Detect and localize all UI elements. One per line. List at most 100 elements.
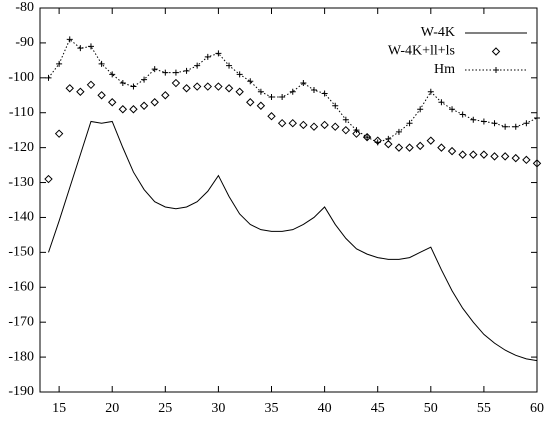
plus-marker (438, 99, 445, 106)
y-tick-label: -130 (8, 175, 34, 190)
plus-marker (385, 135, 392, 142)
diamond-marker (479, 150, 489, 159)
x-tick-label: 30 (211, 401, 225, 416)
x-tick-label: 50 (424, 401, 438, 416)
diamond-marker (437, 143, 446, 152)
plus-marker (417, 106, 424, 113)
diamond-marker (44, 174, 53, 184)
plus-marker (151, 66, 158, 73)
x-tick-label: 40 (318, 401, 332, 416)
plus-marker (491, 120, 498, 127)
plus-marker (257, 88, 264, 95)
diamond-marker (447, 146, 457, 156)
y-tick-label: -190 (8, 384, 34, 399)
plus-marker (194, 62, 201, 69)
y-tick-label: -140 (8, 210, 34, 225)
diamond-marker (384, 139, 393, 149)
diamond-marker (203, 82, 212, 91)
y-tick-label: -110 (9, 105, 34, 120)
diamond-marker (288, 118, 297, 128)
plus-marker (45, 74, 52, 81)
plus-marker (459, 111, 466, 118)
diamond-marker (214, 82, 223, 91)
diamond-marker (54, 129, 64, 138)
y-tick-label: -160 (8, 279, 34, 294)
plus-marker (172, 69, 179, 76)
diamond-marker (235, 87, 244, 96)
plus-marker (226, 62, 233, 69)
diamond-marker (139, 101, 149, 110)
y-tick-label: -80 (15, 0, 34, 15)
diamond-marker (246, 98, 255, 107)
plus-marker (279, 94, 286, 101)
plus-marker (395, 128, 402, 135)
plus-marker (215, 50, 222, 57)
plus-marker (427, 88, 434, 95)
plus-marker (534, 114, 540, 121)
x-tick-label: 45 (371, 401, 385, 416)
plus-marker (130, 83, 137, 90)
plot-frame (39, 7, 538, 393)
diamond-marker (171, 78, 181, 88)
diamond-marker (458, 150, 467, 159)
diamond-marker (309, 122, 319, 131)
diamond-marker (522, 155, 531, 165)
diamond-marker (224, 84, 234, 93)
plus-marker (56, 60, 63, 67)
y-tick-label: -90 (15, 35, 34, 50)
diamond-marker (192, 82, 202, 91)
plus-marker (502, 123, 509, 130)
plus-marker (470, 116, 477, 123)
plus-marker (332, 102, 339, 109)
x-tick-label: 55 (477, 401, 491, 416)
diamond-marker (76, 87, 85, 96)
diamond-marker (161, 91, 170, 100)
diamond-marker (511, 153, 520, 163)
plus-marker (512, 123, 519, 130)
plus-marker (353, 127, 360, 134)
plus-marker (204, 53, 211, 60)
diamond-marker (490, 152, 499, 161)
diamond-marker (97, 91, 106, 100)
diamond-marker (469, 150, 478, 159)
plus-marker (289, 88, 296, 95)
diamond-marker (405, 143, 414, 152)
diamond-marker (118, 105, 128, 114)
plus-marker (77, 45, 84, 52)
diamond-marker (65, 84, 74, 93)
diamond-marker (150, 98, 159, 107)
legend-label: W-4K+ll+ls (388, 44, 455, 59)
plus-marker (268, 94, 275, 101)
diamond-marker (182, 84, 191, 93)
plus-marker (364, 134, 371, 141)
plus-marker (374, 139, 381, 146)
y-tick-label: -170 (8, 314, 34, 329)
plus-marker (449, 106, 456, 113)
legend-label: Hm (434, 62, 455, 77)
plus-marker (406, 120, 413, 127)
x-tick-label: 15 (52, 401, 66, 416)
diamond-marker (86, 80, 96, 90)
x-tick-label: 25 (158, 401, 172, 416)
diamond-marker (277, 118, 287, 128)
diamond-marker (352, 129, 361, 138)
x-tick-label: 20 (105, 401, 119, 416)
plus-marker (310, 87, 317, 94)
plus-marker (162, 69, 169, 76)
diamond-marker (500, 152, 510, 161)
series-line (48, 38, 538, 143)
plus-marker (480, 118, 487, 125)
diamond-marker (331, 122, 340, 131)
plus-marker (321, 90, 328, 97)
diamond-marker (532, 159, 542, 168)
y-tick-label: -120 (8, 140, 34, 155)
plus-marker (66, 36, 73, 43)
y-tick-label: -150 (8, 245, 34, 260)
plus-marker (523, 120, 530, 127)
legend-label: W-4K (421, 25, 455, 40)
diamond-marker (394, 143, 404, 152)
diamond-marker (299, 120, 308, 130)
legend-sample (493, 67, 499, 73)
diamond-marker (256, 101, 266, 110)
